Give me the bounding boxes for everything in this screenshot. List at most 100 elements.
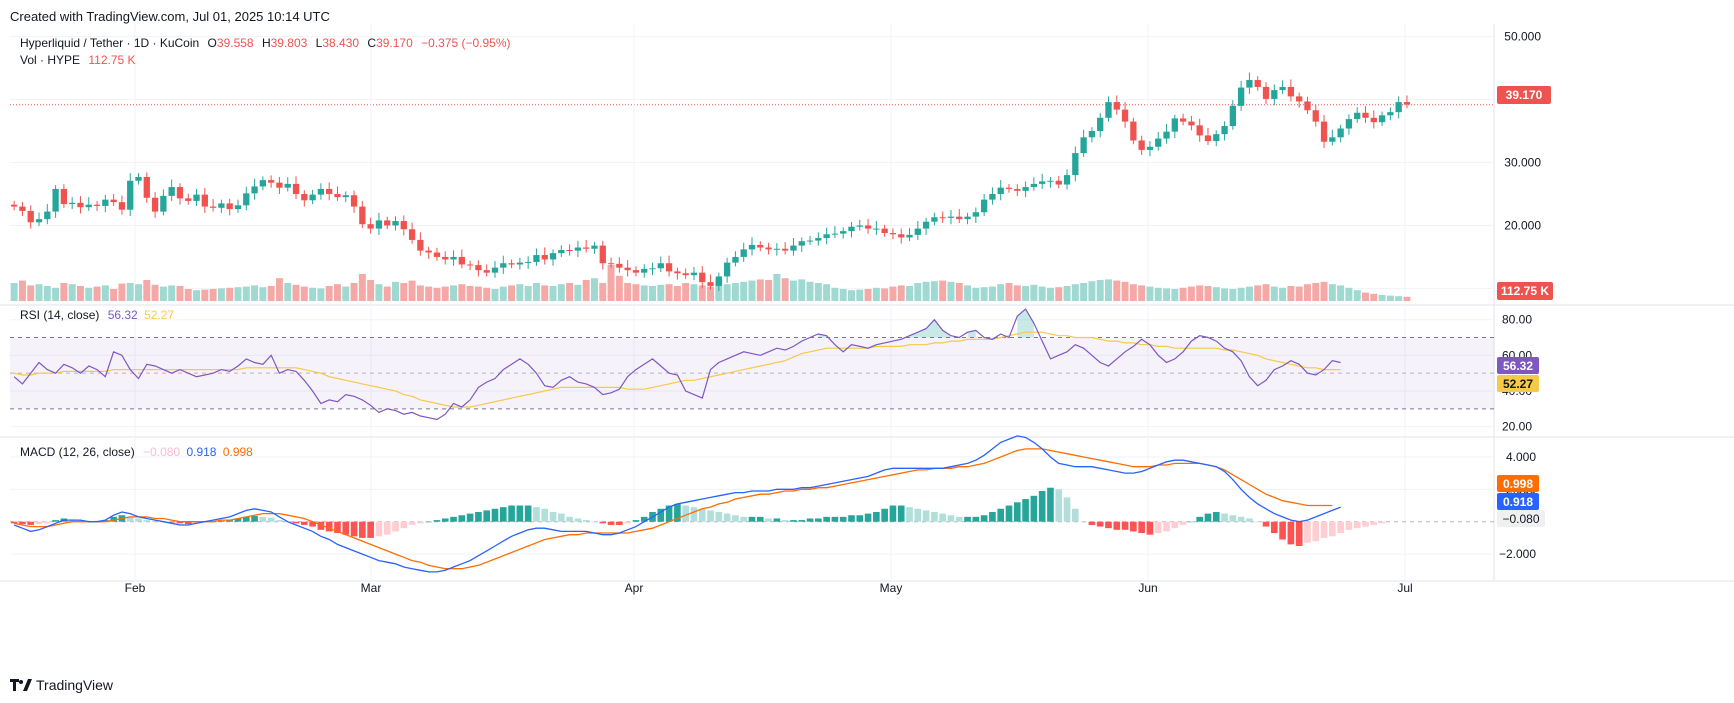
candle [1271,84,1278,106]
candle-body [118,202,126,210]
candle [1022,181,1029,198]
candle-body [889,233,897,235]
price-panel[interactable] [10,72,1411,301]
volume-bar [1221,288,1229,301]
volume-bar [234,287,242,301]
candle-body [508,263,515,265]
candle [384,216,391,230]
candle-body [1063,175,1071,185]
macd-histogram-bar [176,521,184,524]
candle-body [1105,102,1112,118]
candle-body [1047,180,1054,182]
volume-bar [590,278,598,301]
macd-histogram-bar [1063,497,1071,522]
candle [674,267,681,280]
candle-body [1022,187,1029,191]
candle [939,211,946,223]
volume-bar [1403,296,1411,301]
volume-bar [798,279,806,301]
macd-histogram-bar [450,516,457,522]
macd-histogram-bar [143,520,151,522]
macd-histogram-bar [43,521,51,524]
volume-bar [425,286,433,301]
rsi-panel[interactable] [10,308,1494,421]
volume-bar [292,284,300,301]
macd-histogram-bar [350,521,358,537]
macd-histogram-bar [790,520,797,522]
candle [649,262,656,276]
candle-body [52,188,59,212]
candle-body [243,193,250,206]
macd-histogram-bar [1262,521,1270,527]
macd-histogram-bar [632,520,640,522]
volume-bar [532,283,540,301]
volume-bar [68,284,76,301]
candle-body [458,256,465,265]
macd-histogram-bar [193,521,200,524]
volume-bar [1254,285,1262,301]
macd-histogram-bar [1204,513,1212,522]
macd-histogram-bar [300,521,308,525]
macd-tick-label: 4.000 [1506,450,1536,464]
candle [1088,127,1096,143]
macd-histogram-bar [491,508,499,522]
volume-bar [922,281,930,301]
macd-histogram-bar [184,521,192,525]
candle-body [541,255,548,260]
candle-body [848,226,855,232]
brand-text: TradingView [36,677,114,693]
volume-bars [10,265,1411,301]
candle [1378,111,1386,126]
volume-bar [1287,286,1295,301]
macd-histogram-bar [1329,521,1336,537]
macd-panel[interactable] [10,435,1494,573]
candle-body [367,224,374,229]
macd-histogram-bar [1370,521,1378,525]
macd-histogram-bar [640,516,648,522]
macd-histogram-bar [541,508,549,522]
candle [964,212,971,225]
candle [417,232,424,256]
volume-bar [1030,284,1038,301]
candle-body [525,261,532,263]
candle-body [649,268,656,270]
macd-histogram-bar [848,515,855,522]
x-tick-label: Jul [1397,581,1412,595]
price-tick-label: 50.000 [1504,30,1541,44]
candle [831,226,839,239]
macd-histogram-bar [499,507,507,522]
label-close: C [367,36,376,50]
candle [375,212,383,235]
macd-hist-tag-text: −0.080 [1502,512,1539,526]
candle [367,217,374,234]
macd-histogram-bar [707,510,714,522]
macd-histogram-bar [1013,502,1021,522]
volume-bar [814,283,822,301]
candle-body [840,231,847,234]
candle-body [1354,112,1361,120]
volume-bar [839,289,847,301]
candle [790,238,797,256]
volume-bar [251,285,259,301]
candle [1105,96,1112,122]
candle-body [1296,96,1303,102]
macd-histogram-bar [873,512,880,522]
candle [1229,100,1236,130]
volume-bar [1046,287,1054,301]
macd-histogram-bar [417,521,424,524]
macd-histogram-bar [533,507,540,522]
volume-bar [93,286,101,301]
volume-bar [458,284,466,301]
macd-histogram-bar [259,516,267,522]
volume-bar [640,285,648,301]
candle-body [483,270,490,273]
candle-body [1005,187,1013,189]
chart-canvas[interactable]: 50.00040.00030.00020.00010.00080.0060.00… [0,24,1734,664]
tradingview-logo[interactable]: TradingView [10,677,113,693]
candlesticks [10,72,1411,291]
price-tick-label: 30.000 [1504,156,1541,170]
volume-bar [1370,293,1378,301]
candle [1171,114,1178,138]
candle [997,180,1004,201]
candle [160,189,167,216]
